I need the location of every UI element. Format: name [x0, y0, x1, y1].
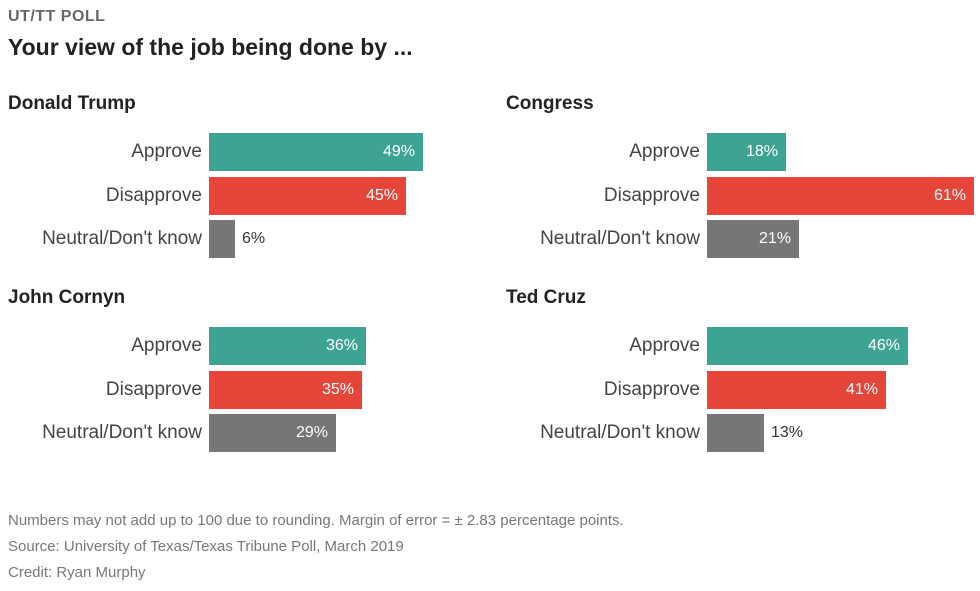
bar-disapprove [209, 177, 406, 215]
panel-john-cornyn: John Cornyn Approve 36% Disapprove 35% Neutra… [8, 287, 478, 467]
bar-disapprove [707, 177, 974, 215]
poll-eyebrow: UT/TT POLL [8, 8, 106, 25]
bar-value-label: 29% [295, 424, 328, 441]
category-label: Disapprove [105, 185, 202, 206]
category-label: Approve [629, 335, 700, 356]
bar-approve [209, 327, 366, 365]
chart-title: Your view of the job being done by ... [8, 34, 413, 60]
panel-title: John Cornyn [8, 287, 126, 308]
bar-approve [209, 133, 423, 171]
bar-value-label: 45% [365, 187, 398, 204]
bar-value-label: 13% [771, 424, 804, 441]
bar-value-label: 41% [845, 381, 878, 398]
bar-row-neutral: Neutral/Don't know 6% [8, 220, 478, 258]
bar-value-label: 35% [321, 381, 354, 398]
footer-source: Source: University of Texas/Texas Tribun… [8, 538, 404, 555]
bar-approve [707, 327, 908, 365]
panel-title: Donald Trump [8, 93, 136, 114]
bar-value-label: 49% [382, 143, 415, 160]
category-label: Approve [629, 141, 700, 162]
bar-row-neutral: Neutral/Don't know 21% [506, 220, 976, 258]
category-label: Neutral/Don't know [42, 422, 202, 443]
bar-neutral [209, 220, 235, 258]
category-label: Disapprove [105, 379, 202, 400]
category-label: Disapprove [603, 379, 700, 400]
bar-value-label: 46% [867, 337, 900, 354]
bar-value-label: 6% [242, 230, 266, 247]
bar-neutral [707, 220, 799, 258]
bar-row-approve: Approve 18% [506, 133, 976, 171]
bar-value-label: 36% [325, 337, 358, 354]
bar-row-disapprove: Disapprove 61% [506, 177, 976, 215]
panel-donald-trump: Donald Trump Approve 49% Disapprove 45% Neutr… [8, 93, 478, 273]
category-label: Neutral/Don't know [540, 228, 700, 249]
bar-value-label: 18% [745, 143, 778, 160]
bar-row-neutral: Neutral/Don't know 29% [8, 414, 478, 452]
category-label: Disapprove [603, 185, 700, 206]
category-label: Approve [131, 335, 202, 356]
footer-credit: Credit: Ryan Murphy [8, 564, 146, 581]
bar-disapprove [209, 371, 362, 409]
panel-title: Congress [506, 93, 594, 114]
category-label: Neutral/Don't know [540, 422, 700, 443]
bar-row-disapprove: Disapprove 41% [506, 371, 976, 409]
bar-row-approve: Approve 49% [8, 133, 478, 171]
category-label: Neutral/Don't know [42, 228, 202, 249]
bar-neutral [707, 414, 764, 452]
bar-row-neutral: Neutral/Don't know 13% [506, 414, 976, 452]
footer-note: Numbers may not add up to 100 due to rou… [8, 512, 624, 529]
bar-row-approve: Approve 36% [8, 327, 478, 365]
bar-row-disapprove: Disapprove 35% [8, 371, 478, 409]
panel-title: Ted Cruz [506, 287, 586, 308]
bar-value-label: 21% [758, 230, 791, 247]
bar-row-disapprove: Disapprove 45% [8, 177, 478, 215]
category-label: Approve [131, 141, 202, 162]
bar-approve [707, 133, 786, 171]
bar-disapprove [707, 371, 886, 409]
bar-row-approve: Approve 46% [506, 327, 976, 365]
panel-ted-cruz: Ted Cruz Approve 46% Disapprove 41% Neutral/D… [506, 287, 976, 467]
bar-neutral [209, 414, 336, 452]
bar-value-label: 61% [933, 187, 966, 204]
panel-congress: Congress Approve 18% Disapprove 61% Neutral/D… [506, 93, 976, 273]
